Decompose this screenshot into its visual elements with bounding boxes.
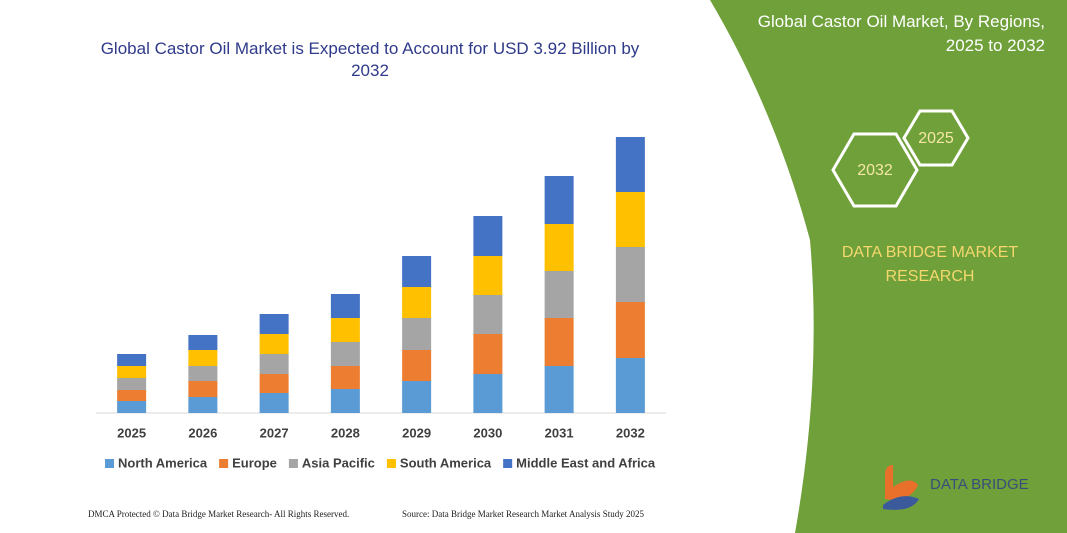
bar-segment [473,216,503,256]
bar-segment [117,378,147,390]
footer-left: DMCA Protected © Data Bridge Market Rese… [88,509,349,519]
logo-text: DATA BRIDGE [930,476,1029,493]
bar-segment [259,393,289,413]
bar-segment [259,354,289,374]
bar-segment [188,350,218,366]
legend-label: Asia Pacific [302,455,375,470]
bar-segment [117,366,147,378]
legend-swatch [288,459,298,468]
x-tick-label: 2027 [260,425,289,440]
x-tick-label: 2029 [402,425,431,440]
panel-title: Global Castor Oil Market, By Regions, 20… [757,12,1045,55]
bar-segment [544,366,574,413]
green-panel [710,0,1067,533]
bar-segment [615,247,645,302]
bar-segment [188,397,218,413]
bar-segment [544,224,574,271]
legend-swatch [503,459,513,468]
hexagon [831,132,919,208]
bar-segment [330,342,360,366]
bar-segment [330,318,360,342]
bar-segment [330,389,360,413]
bar-segment [473,256,503,295]
legend-swatch [219,459,229,468]
bar-segment [544,318,574,366]
x-tick-label: 2025 [117,425,146,440]
x-tick-label: 2031 [545,425,574,440]
hexagon-label: 2025 [918,130,954,147]
bar-segment [117,401,147,413]
bar-segment [117,390,147,401]
x-tick-label: 2028 [331,425,360,440]
bar-segment [259,334,289,354]
bar-segment [473,374,503,413]
x-tick-label: 2030 [473,425,502,440]
bar-segment [188,381,218,397]
footer-right: Source: Data Bridge Market Research Mark… [402,509,644,519]
brand: DATA BRIDGE MARKET RESEARCH [841,244,1019,285]
legend-label: Middle East and Africa [516,455,656,470]
legend-swatch [386,459,396,468]
logo-mark [883,496,919,510]
bar-segment [615,358,645,413]
bar-segment [188,335,218,350]
x-tick-label: 2026 [188,425,217,440]
bar-segment [402,256,432,287]
bar-segment [259,314,289,334]
legend-label: North America [118,455,208,470]
bar-segment [330,366,360,389]
bar-segment [402,381,432,413]
bar-segment [259,374,289,393]
bar-segment [544,271,574,318]
bar-segment [615,137,645,192]
bar-segment [615,302,645,358]
bar-segment [544,176,574,224]
bar-segment [615,192,645,247]
bar-segment [188,366,218,381]
bar-segment [473,334,503,374]
bar-segment [330,294,360,318]
bar-segment [473,295,503,334]
legend-label: South America [400,455,492,470]
hexagon [902,109,970,167]
bar-segment [117,354,147,366]
bar-segment [402,350,432,381]
x-tick-label: 2032 [616,425,645,440]
bar-segment [402,318,432,350]
legend-swatch [105,459,114,468]
chart-title: Global Castor Oil Market is Expected to … [100,39,640,80]
logo-mark [885,465,918,500]
hexagon-label: 2032 [857,162,893,179]
bar-segment [402,287,432,318]
legend-label: Europe [232,455,277,470]
